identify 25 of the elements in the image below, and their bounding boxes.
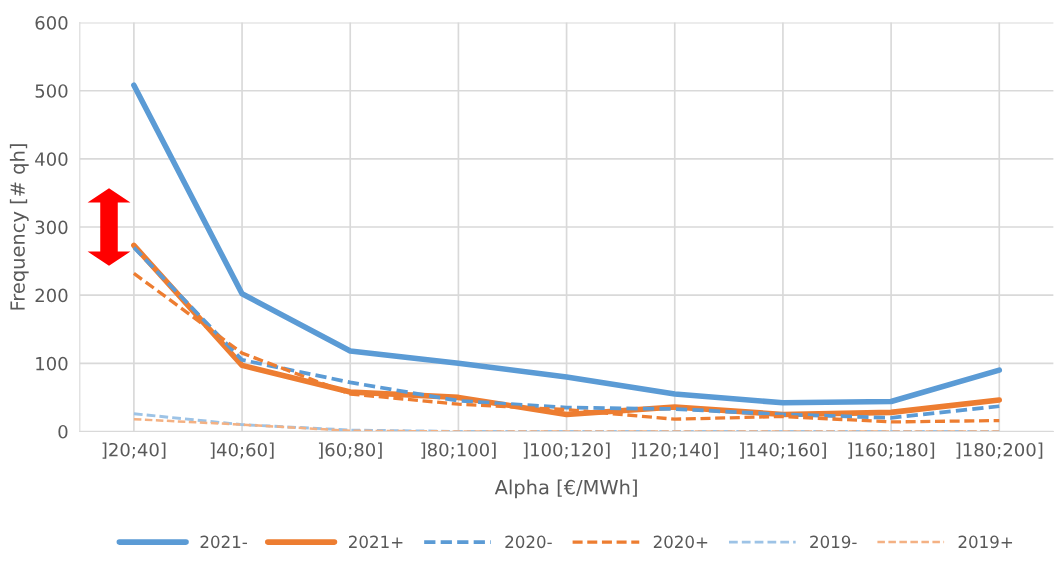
x-tick-label: ]100;120] <box>523 442 610 459</box>
x-tick-label: ]80;100] <box>421 442 496 459</box>
x-tick-label: ]20;40] <box>102 442 166 459</box>
x-axis-title: Alpha [€/MWh] <box>494 479 637 499</box>
x-tick-label: ]60;80] <box>318 442 382 459</box>
legend-label: 2020+ <box>653 535 708 549</box>
x-tick-label: ]160;180] <box>848 442 935 459</box>
y-tick-label: 500 <box>35 84 68 98</box>
legend-label: 2021+ <box>349 535 403 549</box>
legend-label: 2020- <box>505 535 552 549</box>
x-tick-label: ]140;160] <box>740 442 826 459</box>
legend-label: 2019+ <box>958 535 1013 549</box>
legend-label: 2019- <box>810 535 857 549</box>
x-tick-label: ]40;60] <box>210 442 274 459</box>
x-tick-label: ]180;200] <box>956 442 1043 459</box>
line-series <box>132 417 1001 432</box>
x-tick-label: ]120;140] <box>631 442 718 459</box>
y-axis-title: Frequency [# qh] <box>9 144 29 310</box>
y-tick-label: 0 <box>58 424 68 439</box>
y-tick-label: 100 <box>36 356 68 371</box>
y-tick-label: 200 <box>35 288 68 303</box>
y-tick-label: 600 <box>35 16 68 30</box>
y-tick-label: 300 <box>35 220 68 235</box>
legend-label: 2021- <box>200 535 247 549</box>
y-tick-label: 400 <box>35 152 68 166</box>
